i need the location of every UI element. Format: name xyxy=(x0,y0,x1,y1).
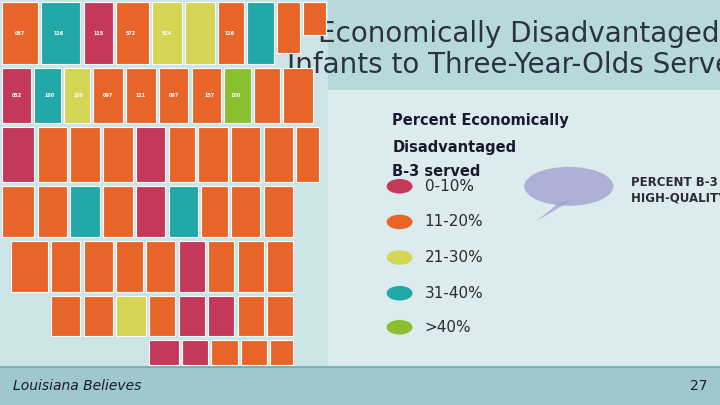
Polygon shape xyxy=(536,200,572,221)
FancyBboxPatch shape xyxy=(1,185,35,237)
Text: 116: 116 xyxy=(224,30,235,36)
FancyBboxPatch shape xyxy=(84,296,113,336)
Text: 111: 111 xyxy=(136,93,146,98)
FancyBboxPatch shape xyxy=(136,185,166,237)
FancyBboxPatch shape xyxy=(276,2,300,53)
FancyBboxPatch shape xyxy=(103,127,132,182)
Text: Infants to Three-Year-Olds Served: Infants to Three-Year-Olds Served xyxy=(287,51,720,79)
Text: Disadvantaged: Disadvantaged xyxy=(392,140,516,155)
Circle shape xyxy=(387,179,413,194)
FancyBboxPatch shape xyxy=(159,68,189,123)
Text: 11-20%: 11-20% xyxy=(425,214,483,230)
FancyBboxPatch shape xyxy=(182,340,208,365)
FancyBboxPatch shape xyxy=(168,127,195,182)
FancyBboxPatch shape xyxy=(51,241,80,292)
FancyBboxPatch shape xyxy=(117,241,143,292)
FancyBboxPatch shape xyxy=(297,127,320,182)
FancyBboxPatch shape xyxy=(71,185,100,237)
FancyBboxPatch shape xyxy=(208,241,234,292)
FancyBboxPatch shape xyxy=(168,185,198,237)
FancyBboxPatch shape xyxy=(136,127,166,182)
Text: 100: 100 xyxy=(231,93,241,98)
Text: 100: 100 xyxy=(44,93,54,98)
FancyBboxPatch shape xyxy=(231,127,261,182)
Text: 157: 157 xyxy=(204,93,215,98)
FancyBboxPatch shape xyxy=(179,296,204,336)
Text: >40%: >40% xyxy=(425,320,472,335)
FancyBboxPatch shape xyxy=(12,241,48,292)
Text: HIGH-QUALITY SITES: HIGH-QUALITY SITES xyxy=(631,191,720,204)
Text: Economically Disadvantaged: Economically Disadvantaged xyxy=(318,20,719,49)
FancyBboxPatch shape xyxy=(202,185,228,237)
Text: 0-10%: 0-10% xyxy=(425,179,474,194)
Text: Louisiana Believes: Louisiana Believes xyxy=(13,379,141,393)
FancyBboxPatch shape xyxy=(0,367,720,405)
FancyBboxPatch shape xyxy=(84,2,113,64)
Text: 21-30%: 21-30% xyxy=(425,250,484,265)
FancyBboxPatch shape xyxy=(51,296,80,336)
FancyBboxPatch shape xyxy=(1,68,31,123)
Text: 572: 572 xyxy=(126,30,136,36)
Text: 057: 057 xyxy=(14,30,24,36)
FancyBboxPatch shape xyxy=(328,0,720,90)
FancyBboxPatch shape xyxy=(35,68,60,123)
FancyBboxPatch shape xyxy=(153,2,182,64)
Text: 524: 524 xyxy=(162,30,172,36)
FancyBboxPatch shape xyxy=(145,241,175,292)
Text: Percent Economically: Percent Economically xyxy=(392,113,569,128)
FancyBboxPatch shape xyxy=(270,340,293,365)
FancyBboxPatch shape xyxy=(238,241,264,292)
Ellipse shape xyxy=(524,167,613,206)
FancyBboxPatch shape xyxy=(264,185,293,237)
Text: 27: 27 xyxy=(690,379,707,393)
FancyBboxPatch shape xyxy=(71,127,100,182)
Text: 115: 115 xyxy=(93,30,104,36)
FancyBboxPatch shape xyxy=(117,2,149,64)
FancyBboxPatch shape xyxy=(238,296,264,336)
FancyBboxPatch shape xyxy=(179,241,204,292)
Circle shape xyxy=(387,250,413,265)
FancyBboxPatch shape xyxy=(208,296,234,336)
FancyBboxPatch shape xyxy=(37,185,67,237)
FancyBboxPatch shape xyxy=(149,340,179,365)
FancyBboxPatch shape xyxy=(84,241,113,292)
Circle shape xyxy=(387,320,413,335)
FancyBboxPatch shape xyxy=(231,185,261,237)
FancyBboxPatch shape xyxy=(254,68,280,123)
FancyBboxPatch shape xyxy=(64,68,90,123)
Circle shape xyxy=(387,286,413,301)
Text: 100: 100 xyxy=(73,93,84,98)
FancyBboxPatch shape xyxy=(218,2,244,64)
FancyBboxPatch shape xyxy=(192,68,221,123)
FancyBboxPatch shape xyxy=(1,127,35,182)
Text: 31-40%: 31-40% xyxy=(425,286,484,301)
FancyBboxPatch shape xyxy=(1,2,37,64)
Text: PERCENT B-3 IN: PERCENT B-3 IN xyxy=(631,176,720,189)
FancyBboxPatch shape xyxy=(267,241,293,292)
Text: 116: 116 xyxy=(54,30,64,36)
FancyBboxPatch shape xyxy=(225,68,251,123)
FancyBboxPatch shape xyxy=(248,2,274,64)
FancyBboxPatch shape xyxy=(198,127,228,182)
Text: 097: 097 xyxy=(103,93,113,98)
FancyBboxPatch shape xyxy=(328,90,720,367)
FancyBboxPatch shape xyxy=(211,340,238,365)
FancyBboxPatch shape xyxy=(284,68,313,123)
FancyBboxPatch shape xyxy=(240,340,267,365)
FancyBboxPatch shape xyxy=(103,185,132,237)
Text: B-3 served: B-3 served xyxy=(392,164,481,179)
FancyBboxPatch shape xyxy=(264,127,293,182)
FancyBboxPatch shape xyxy=(117,296,145,336)
FancyBboxPatch shape xyxy=(37,127,67,182)
FancyBboxPatch shape xyxy=(149,296,175,336)
FancyBboxPatch shape xyxy=(267,296,293,336)
FancyBboxPatch shape xyxy=(41,2,80,64)
FancyBboxPatch shape xyxy=(94,68,123,123)
Text: 097: 097 xyxy=(168,93,179,98)
Text: 052: 052 xyxy=(12,93,22,98)
FancyBboxPatch shape xyxy=(126,68,156,123)
FancyBboxPatch shape xyxy=(303,2,326,35)
Circle shape xyxy=(387,215,413,229)
FancyBboxPatch shape xyxy=(185,2,215,64)
